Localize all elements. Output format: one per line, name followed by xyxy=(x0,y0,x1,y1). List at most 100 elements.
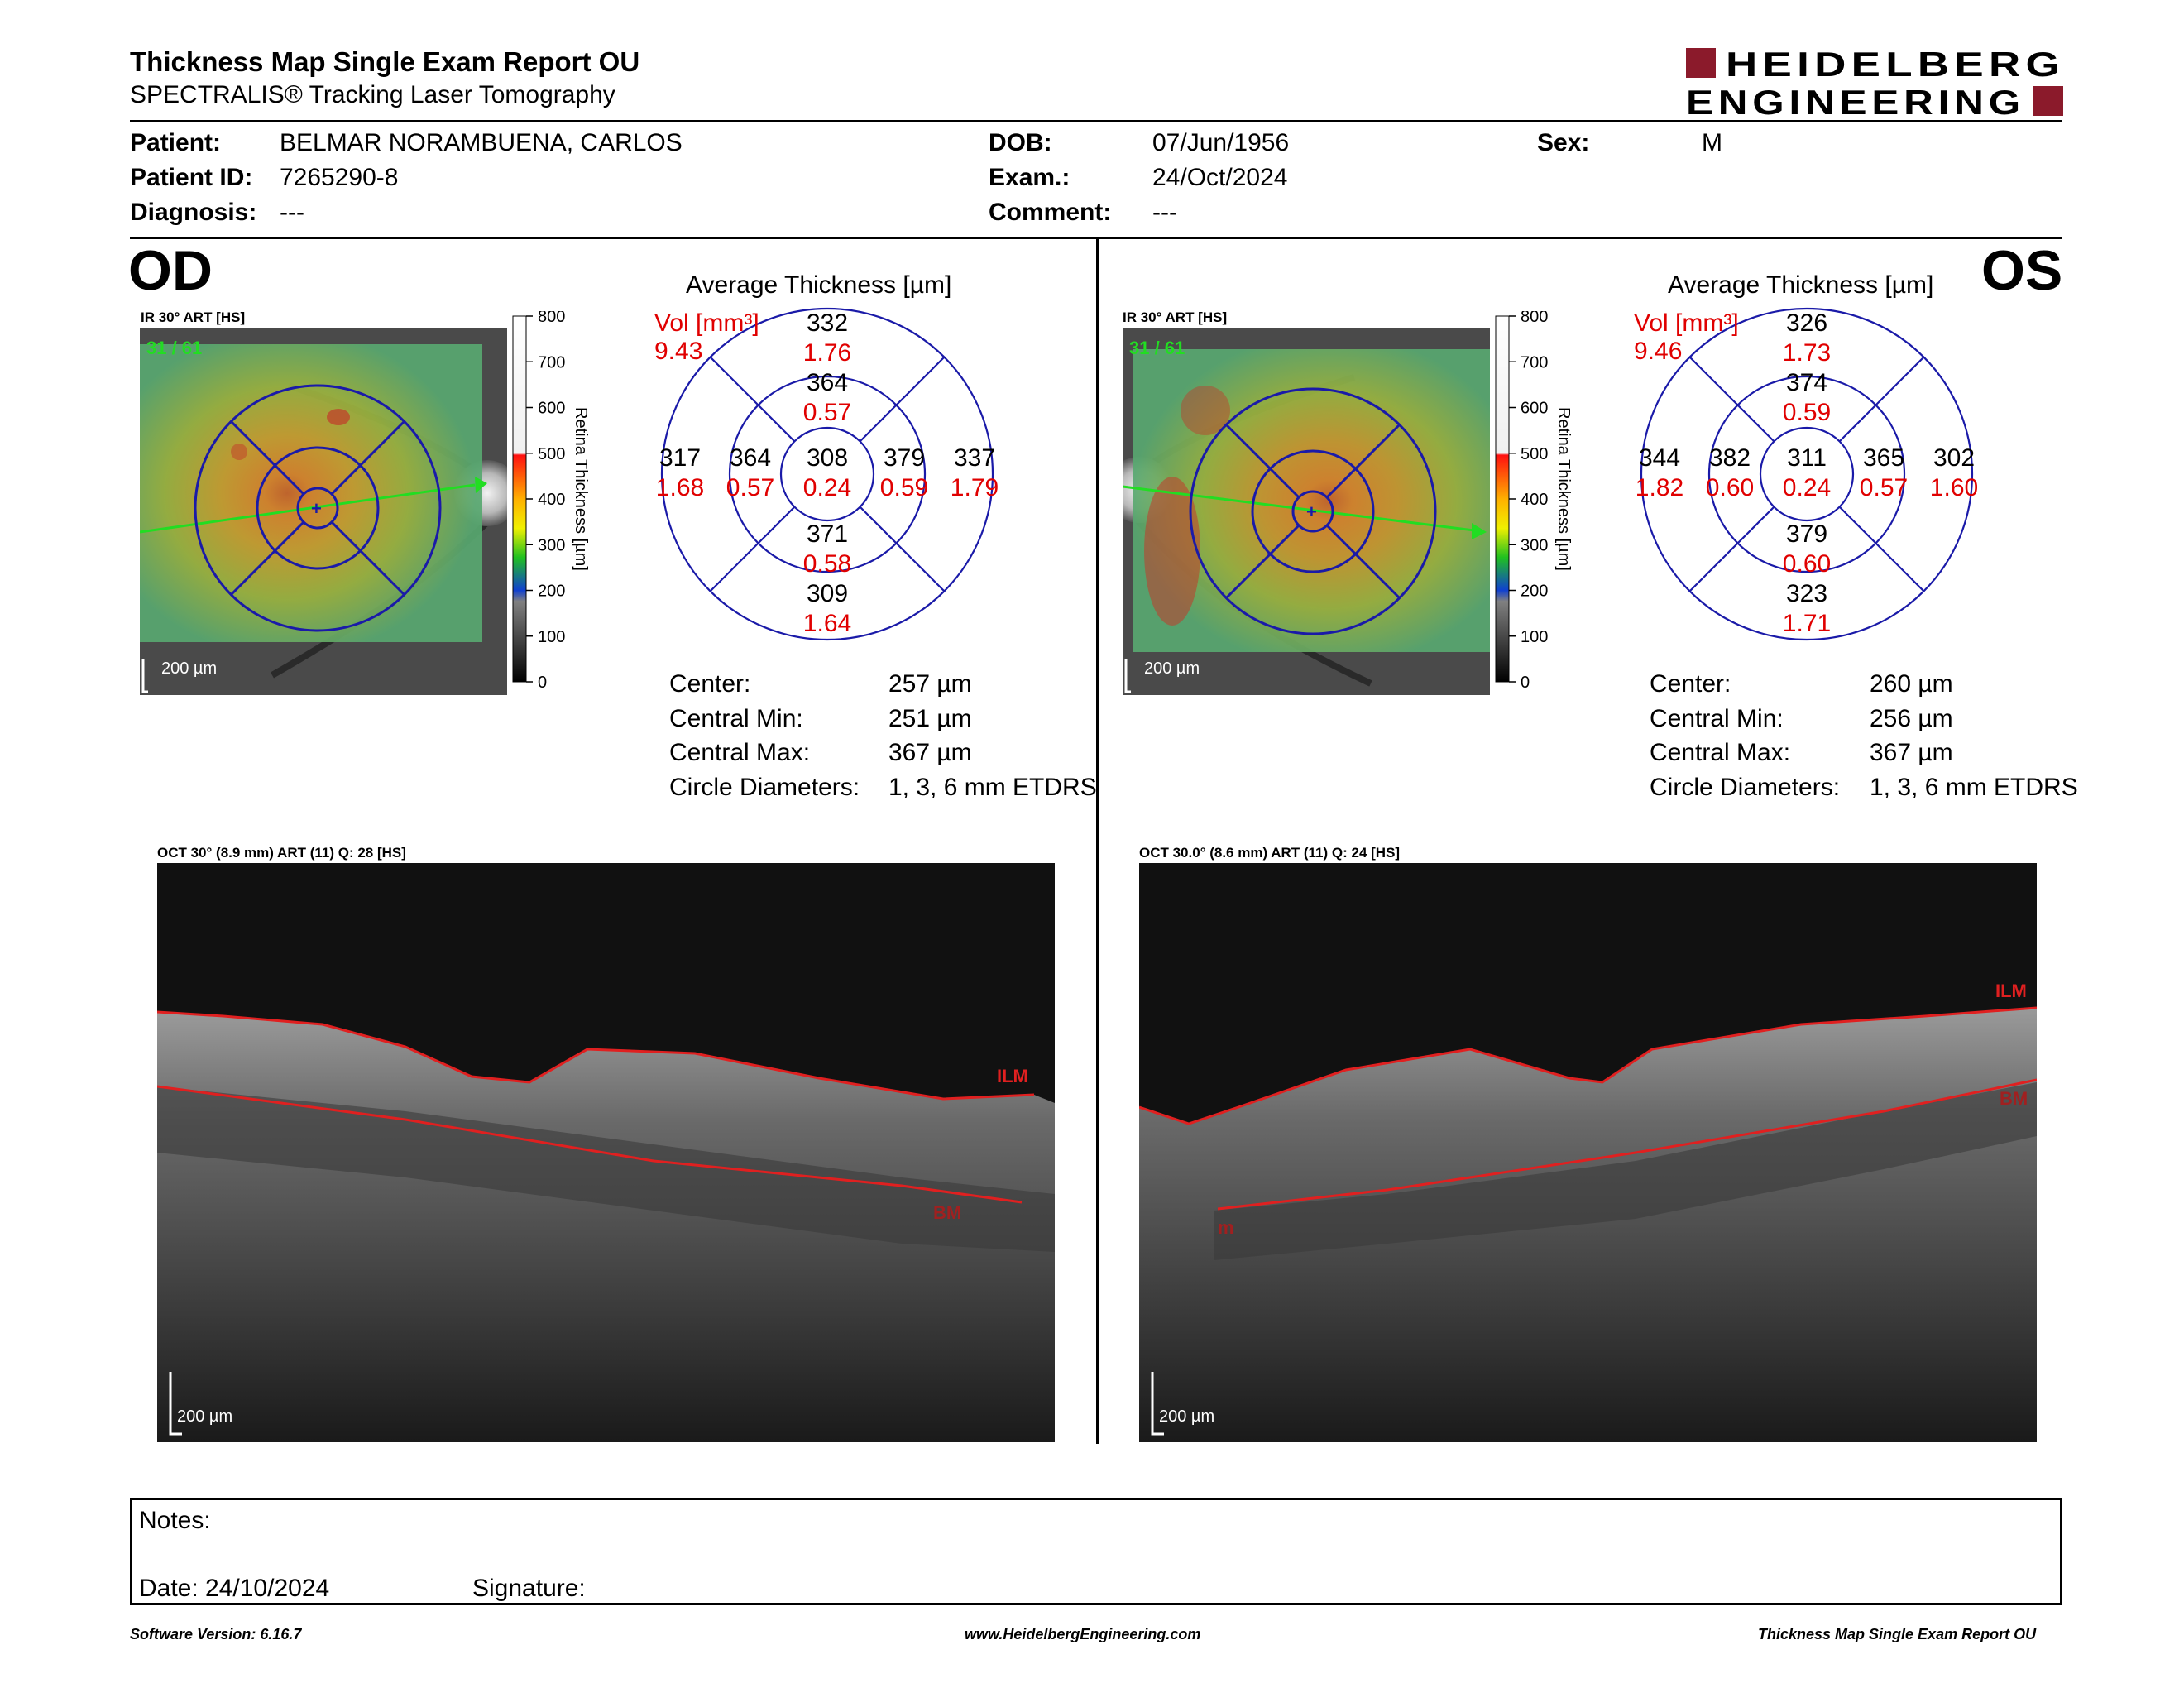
od-bm-label: BM xyxy=(933,1202,961,1223)
os-sector-inner-sup-thickness: 374 xyxy=(1786,369,1827,396)
od-stat-min-value: 251 µm xyxy=(888,705,972,732)
od-scale-label: 200 µm xyxy=(161,659,217,678)
report-title: Thickness Map Single Exam Report OU xyxy=(130,46,640,77)
comment-label: Comment: xyxy=(989,199,1112,226)
os-sector-outer-sup-thickness: 326 xyxy=(1786,309,1827,337)
notes-label: Notes: xyxy=(139,1507,211,1534)
os-ilm-line xyxy=(1139,1006,2037,1125)
info-divider xyxy=(130,237,2062,239)
os-etdrs-spoke xyxy=(1689,357,1774,442)
od-oct-scale-bar xyxy=(169,1372,182,1436)
od-sector-outer-sup-volume: 1.76 xyxy=(803,339,851,367)
od-sector-outer-left-volume: 1.68 xyxy=(656,474,704,501)
os-stat-min-label: Central Min: xyxy=(1650,705,1784,732)
os-oct-scale-bar xyxy=(1151,1372,1164,1436)
os-sector-inner-sup-volume: 0.59 xyxy=(1783,399,1831,426)
od-grid-inner xyxy=(256,446,380,570)
os-grid-outer xyxy=(1189,387,1437,635)
os-colorbar-ramp xyxy=(1495,315,1510,683)
os-stat-max-label: Central Max: xyxy=(1650,739,1791,766)
od-sector-inner-inf-thickness: 371 xyxy=(807,520,848,548)
footer-version: Software Version: 6.16.7 xyxy=(130,1626,302,1642)
os-etdrs-chart: 3261.733740.593110.243790.603231.713820.… xyxy=(1636,307,1978,641)
od-stat-max-label: Central Max: xyxy=(669,739,811,766)
os-sector-inner-left-thickness: 382 xyxy=(1709,444,1751,472)
os-frame-count: 31 / 61 xyxy=(1129,338,1185,358)
od-grid-spoke xyxy=(330,420,406,496)
od-sector-outer-right-volume: 1.79 xyxy=(951,474,999,501)
os-etdrs-spoke xyxy=(1839,357,1924,442)
od-stat-min-label: Central Min: xyxy=(669,705,803,732)
heidelberg-logo: HEIDELBERG ENGINEERING xyxy=(1686,45,2063,119)
os-stat-max-value: 367 µm xyxy=(1870,739,1953,766)
od-hotspot xyxy=(231,444,247,460)
od-stat-max-value: 367 µm xyxy=(888,739,972,766)
od-colorbar-tick-label: 500 xyxy=(538,445,565,463)
os-colorbar-tick-label: 500 xyxy=(1521,445,1548,463)
od-etdrs-spoke xyxy=(710,506,795,592)
od-etdrs-values: 3321.763640.573080.243710.583091.643640.… xyxy=(656,309,999,637)
od-sector-center-thickness: 308 xyxy=(807,444,848,472)
os-sector-inner-inf-thickness: 379 xyxy=(1786,520,1827,548)
patient-label: Patient: xyxy=(130,129,222,156)
os-scale-bar xyxy=(1124,659,1131,693)
od-sector-inner-left-volume: 0.57 xyxy=(726,474,774,501)
os-grid-inner xyxy=(1251,449,1375,573)
od-oct-choroid xyxy=(157,1086,1055,1252)
od-sector-inner-sup-volume: 0.57 xyxy=(803,399,851,426)
os-ring-outer xyxy=(1640,307,1974,641)
od-sector-center-volume: 0.24 xyxy=(803,474,851,501)
od-sector-outer-inf-thickness: 309 xyxy=(807,580,848,607)
os-stat-center-label: Center: xyxy=(1650,670,1731,698)
od-stat-diam-value: 1, 3, 6 mm ETDRS xyxy=(888,774,1097,801)
os-sector-outer-sup-volume: 1.73 xyxy=(1783,339,1831,367)
os-stat-center-value: 260 µm xyxy=(1870,670,1953,698)
center-divider xyxy=(1096,238,1099,1444)
od-stat-diam-label: Circle Diameters: xyxy=(669,774,860,801)
od-colorbar-tick-label: 100 xyxy=(538,628,565,646)
os-sector-center-thickness: 311 xyxy=(1787,444,1827,472)
os-sector-inner-right-volume: 0.57 xyxy=(1860,474,1908,501)
os-vol-label: Vol [mm³] xyxy=(1634,309,1739,337)
od-colorbar-tick-label: 800 xyxy=(538,311,565,326)
od-colorbar-title: Retina Thickness [µm] xyxy=(572,407,590,571)
os-colorbar-title: Retina Thickness [µm] xyxy=(1554,407,1573,571)
od-grid-outer xyxy=(194,384,442,632)
os-colorbar-tick-label: 100 xyxy=(1521,628,1548,646)
od-ilm-label: ILM xyxy=(997,1066,1028,1086)
os-ring-center xyxy=(1759,426,1855,522)
os-colorbar-tick-label: 400 xyxy=(1521,491,1548,509)
os-sector-inner-right-thickness: 365 xyxy=(1863,444,1904,472)
sex-label: Sex: xyxy=(1537,129,1590,156)
od-colorbar-tick-label: 400 xyxy=(538,491,565,509)
comment-value: --- xyxy=(1152,199,1177,226)
od-etdrs-chart: 3321.763640.573080.243710.583091.643640.… xyxy=(656,307,999,641)
od-colorbar-ticks: 800 700 600 500 400 300 200 100 0 xyxy=(526,311,565,692)
od-sector-outer-inf-volume: 1.64 xyxy=(803,610,851,637)
os-sector-inner-inf-volume: 0.60 xyxy=(1783,550,1831,578)
od-hotspot xyxy=(327,409,350,425)
os-stat-diam-value: 1, 3, 6 mm ETDRS xyxy=(1870,774,2078,801)
dob-value: 07/Jun/1956 xyxy=(1152,129,1290,156)
os-oct-bscan: ILM BM m 200 µm xyxy=(1139,863,2037,1442)
os-bm-label: BM xyxy=(2000,1088,2028,1109)
os-sector-center-volume: 0.24 xyxy=(1783,474,1831,501)
od-colorbar: 800 700 600 500 400 300 200 100 0 Retina Thickne… xyxy=(512,311,590,692)
notes-box[interactable]: Notes: Date: 24/10/2024 Signature: xyxy=(130,1498,2062,1605)
patient-id-value: 7265290-8 xyxy=(280,164,399,191)
od-stat-center-value: 257 µm xyxy=(888,670,972,698)
footer-website[interactable]: www.HeidelbergEngineering.com xyxy=(965,1626,1201,1642)
os-stat-min-value: 256 µm xyxy=(1870,705,1953,732)
od-ring-center xyxy=(779,426,875,522)
od-oct-bscan: ILM BM 200 µm xyxy=(157,863,1055,1442)
os-label: OS xyxy=(1981,239,2063,302)
os-ilm-label: ILM xyxy=(1995,981,2027,1001)
os-sector-inner-left-volume: 0.60 xyxy=(1706,474,1754,501)
od-ilm-line xyxy=(157,1010,1035,1101)
od-grid-spoke xyxy=(229,420,305,496)
od-etdrs-rings xyxy=(660,307,994,641)
os-ir-caption: IR 30° ART [HS] xyxy=(1123,309,1228,325)
os-oct-choroid xyxy=(1214,1082,2037,1260)
os-sector-outer-inf-volume: 1.71 xyxy=(1783,610,1831,637)
os-bm-line xyxy=(1217,1078,2037,1211)
